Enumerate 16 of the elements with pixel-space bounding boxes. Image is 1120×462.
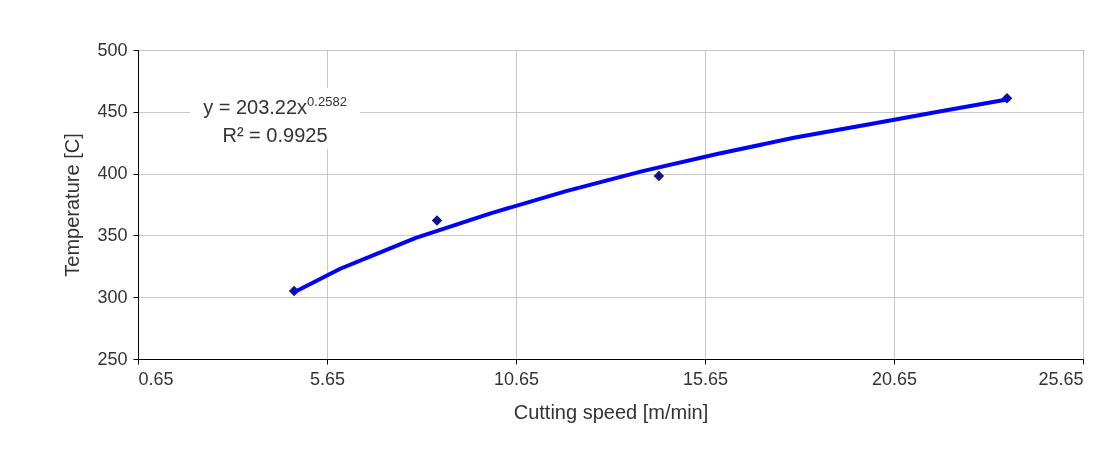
y-tick-label: 350 xyxy=(97,224,128,245)
y-tick-label: 500 xyxy=(97,39,128,60)
x-axis-title: Cutting speed [m/min] xyxy=(513,400,709,423)
y-axis-title: Temperature [C] xyxy=(61,133,84,277)
annotation: y = 203.22x$^{0.2582}$ xyxy=(203,94,347,118)
annotation: R² = 0.9925 xyxy=(222,123,328,146)
y-tick-label: 400 xyxy=(97,163,128,184)
x-tick-label: 15.65 xyxy=(682,368,729,389)
x-tick-label: 5.65 xyxy=(309,368,346,389)
y-tick-label: 300 xyxy=(97,286,128,307)
x-tick-label: 25.65 xyxy=(1038,368,1084,389)
x-tick-label: 10.65 xyxy=(493,368,540,389)
y-tick-label: 450 xyxy=(97,101,128,122)
x-tick-label: 20.65 xyxy=(871,368,918,389)
x-tick-label: 0.65 xyxy=(138,368,174,389)
y-tick-label: 250 xyxy=(97,348,128,369)
